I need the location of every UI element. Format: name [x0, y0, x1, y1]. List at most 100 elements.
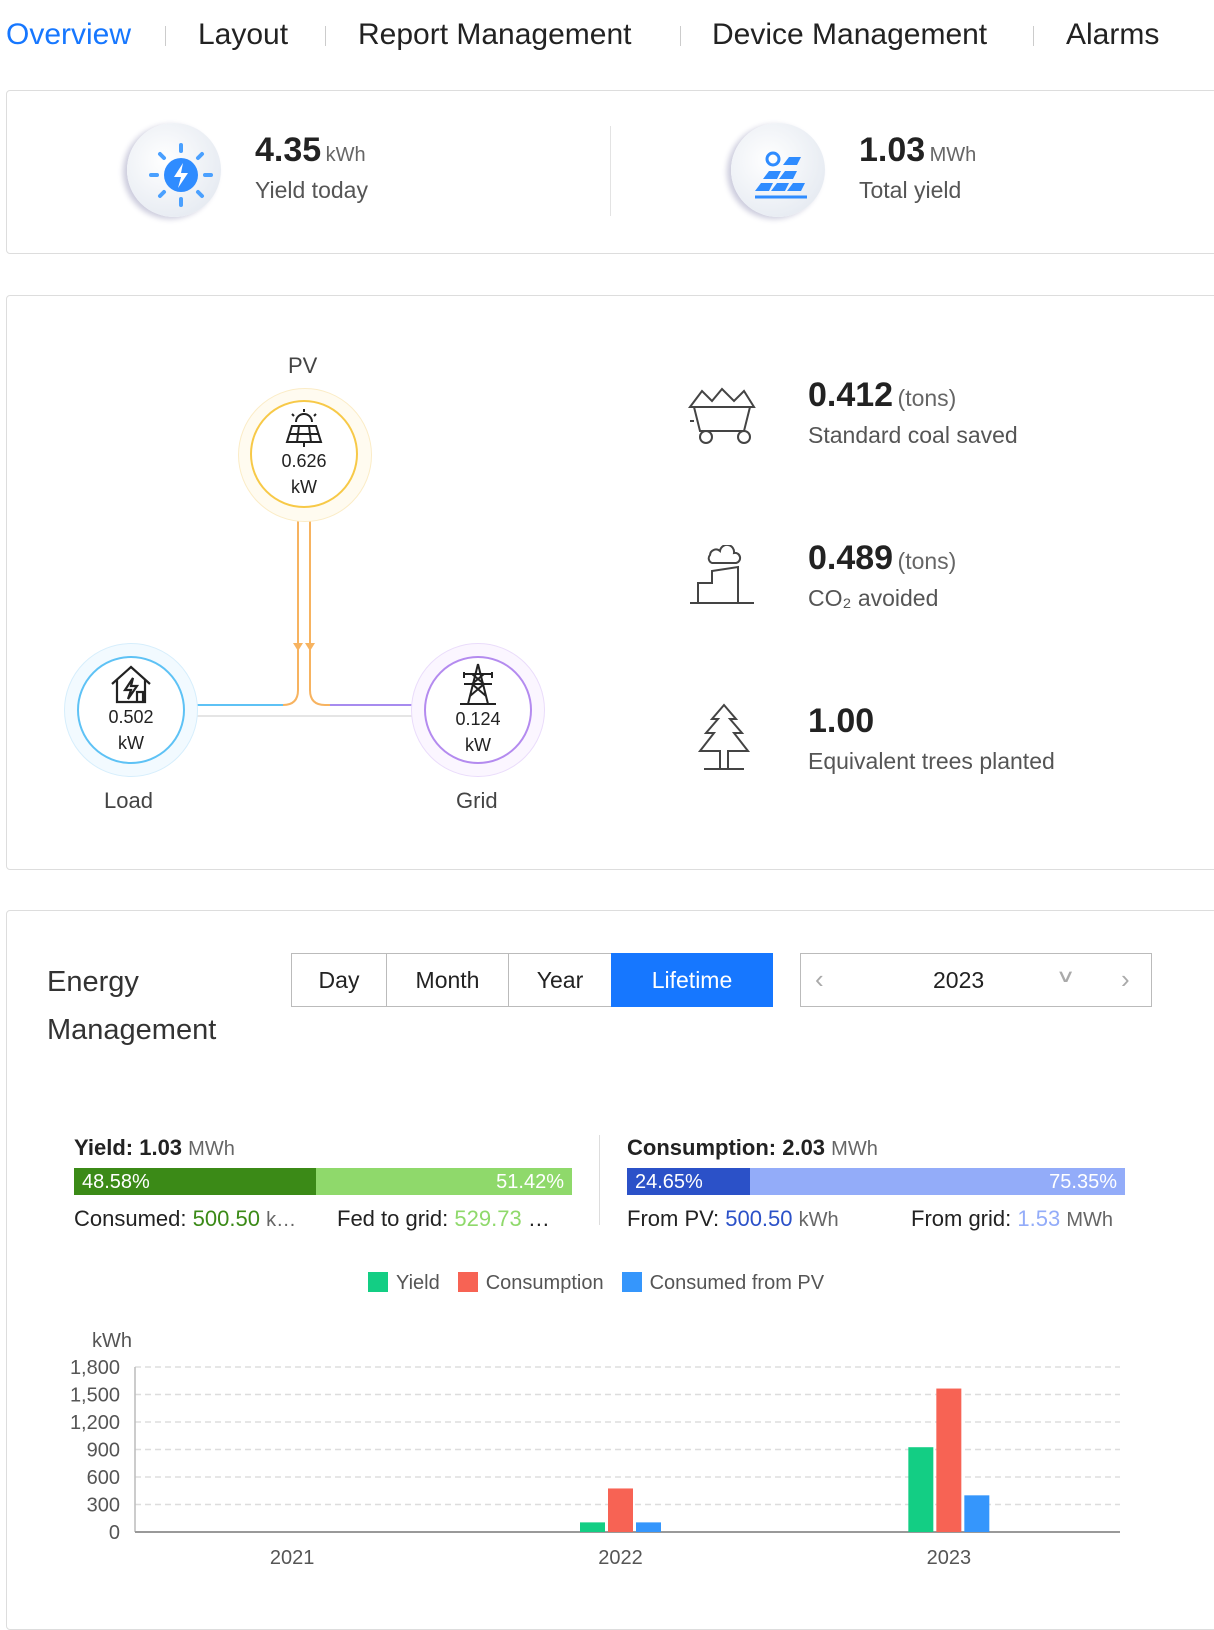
legend-consumed-from-pv[interactable]: Consumed from PV — [621, 1272, 825, 1295]
legend-label: Consumed from PV — [649, 1272, 825, 1294]
pv-label: PV — [288, 353, 318, 378]
legend-label: Consumption — [485, 1272, 604, 1294]
fed-label: Fed to grid: — [337, 1206, 449, 1231]
legend-swatch — [621, 1272, 642, 1292]
yield-unit: MWh — [188, 1138, 235, 1160]
pv-power-value: 0.626 — [281, 451, 327, 471]
y-tick-label: 1,500 — [70, 1385, 120, 1407]
consumed-value: 500.50 — [192, 1206, 260, 1231]
total-yield-unit: MWh — [929, 144, 977, 166]
chart-legend: Yield Consumption Consumed from PV — [368, 1272, 824, 1295]
divider — [680, 26, 681, 46]
load-power-value: 0.502 — [108, 707, 154, 727]
bar-yield — [580, 1522, 605, 1532]
legend-label: Yield — [396, 1272, 440, 1294]
yield-today-label: Yield today — [255, 177, 368, 203]
coal-saved-unit: (tons) — [897, 385, 957, 411]
pv-power-unit: kW — [291, 477, 317, 497]
from-grid-segment: 75.35% — [1049, 1171, 1117, 1193]
trees-planted-label: Equivalent trees planted — [808, 748, 1055, 774]
tab-report-management[interactable]: Report Management — [358, 18, 632, 51]
yield-today-value: 4.35 — [255, 131, 322, 169]
co2-avoided-label: CO₂ avoided — [808, 585, 939, 611]
flow-lines — [188, 505, 424, 717]
period-month[interactable]: Month — [386, 953, 509, 1007]
solar-panel-icon — [731, 123, 825, 217]
consumed-unit: k… — [266, 1209, 297, 1231]
from-grid-unit: MWh — [1066, 1209, 1113, 1231]
bar-yield — [908, 1447, 934, 1532]
grid-power-unit: kW — [465, 735, 491, 755]
divider — [165, 26, 166, 46]
year-picker[interactable]: ‹ 2023 ∨ › — [800, 953, 1152, 1007]
consumption-value: 2.03 — [782, 1135, 826, 1160]
fed-value: 529.73 — [454, 1206, 522, 1231]
period-year[interactable]: Year — [508, 953, 612, 1007]
tab-layout[interactable]: Layout — [198, 18, 289, 51]
chevron-down-icon[interactable]: ∨ — [1055, 966, 1076, 986]
divider — [325, 26, 326, 46]
consumed-label: Consumed: — [74, 1206, 187, 1231]
consumed-segment: 48.58% — [74, 1168, 316, 1195]
grid-power-value: 0.124 — [455, 709, 501, 729]
grid-node[interactable]: 0.124 kW — [424, 656, 532, 764]
title-line: Energy — [47, 966, 139, 998]
section-title: Energy Management — [47, 958, 216, 1054]
sun-lightning-icon — [127, 123, 221, 217]
yield-split-bar: 48.58% 51.42% — [74, 1168, 572, 1195]
power-tower-icon — [460, 663, 496, 705]
yield-label: Yield: — [74, 1135, 134, 1160]
title-line: Management — [47, 1014, 217, 1046]
coal-saved-value: 0.412 — [808, 376, 894, 414]
tree-icon — [697, 703, 751, 770]
divider — [610, 126, 611, 216]
period-day[interactable]: Day — [291, 953, 387, 1007]
load-power-unit: kW — [118, 733, 144, 753]
yield-today-unit: kWh — [325, 144, 366, 166]
tab-device-management[interactable]: Device Management — [712, 18, 988, 51]
solar-panel-icon — [285, 409, 323, 447]
legend-consumption[interactable]: Consumption — [457, 1272, 604, 1295]
year-value: 2023 — [933, 967, 985, 993]
divider — [1033, 26, 1034, 46]
tab-overview[interactable]: Overview — [6, 18, 132, 51]
y-tick-label: 900 — [87, 1440, 120, 1462]
summary-card: 4.35 kWh Yield today 1.03 MWh Total yiel… — [6, 90, 1214, 254]
load-label: Load — [104, 788, 153, 813]
trees-planted-value: 1.00 — [808, 702, 875, 740]
period-lifetime[interactable]: Lifetime — [611, 953, 773, 1007]
x-tick-label: 2023 — [927, 1547, 972, 1569]
x-tick-label: 2022 — [598, 1547, 643, 1569]
bar-consumed-from-pv — [636, 1522, 661, 1532]
energy-chart: 0 300 600 900 1,200 1,500 1,800 2021 2022 2023 — [70, 1357, 1120, 1569]
next-icon[interactable]: › — [1121, 964, 1130, 994]
y-tick-label: 1,200 — [70, 1412, 120, 1434]
bar-consumption — [936, 1388, 962, 1532]
pv-node[interactable]: 0.626 kW — [250, 400, 358, 508]
co2-avoided-value: 0.489 — [808, 539, 894, 577]
y-tick-label: 300 — [87, 1495, 120, 1517]
legend-yield[interactable]: Yield — [368, 1272, 440, 1295]
y-tick-label: 1,800 — [70, 1357, 120, 1379]
divider — [599, 1135, 600, 1225]
factory-icon — [690, 545, 754, 604]
legend-swatch — [457, 1272, 478, 1292]
top-nav: Overview Layout Report Management Device… — [0, 0, 1214, 70]
y-tick-label: 0 — [109, 1522, 120, 1544]
from-pv-unit: kWh — [798, 1209, 839, 1231]
coal-cart-icon — [688, 387, 756, 444]
house-icon — [111, 665, 151, 704]
x-tick-label: 2021 — [270, 1547, 315, 1569]
fed-unit: … — [527, 1206, 550, 1231]
energy-flow-card — [6, 295, 1214, 870]
tab-alarms[interactable]: Alarms — [1066, 18, 1160, 51]
from-grid-value: 1.53 — [1017, 1206, 1061, 1231]
grid-label: Grid — [456, 788, 498, 813]
coal-saved-label: Standard coal saved — [808, 422, 1018, 448]
load-node[interactable]: 0.502 kW — [77, 656, 185, 764]
prev-icon[interactable]: ‹ — [815, 964, 824, 994]
y-axis-unit: kWh — [92, 1330, 132, 1352]
from-grid-label: From grid: — [911, 1206, 1012, 1231]
fed-segment: 51.42% — [496, 1171, 564, 1193]
consumption-unit: MWh — [831, 1138, 878, 1160]
